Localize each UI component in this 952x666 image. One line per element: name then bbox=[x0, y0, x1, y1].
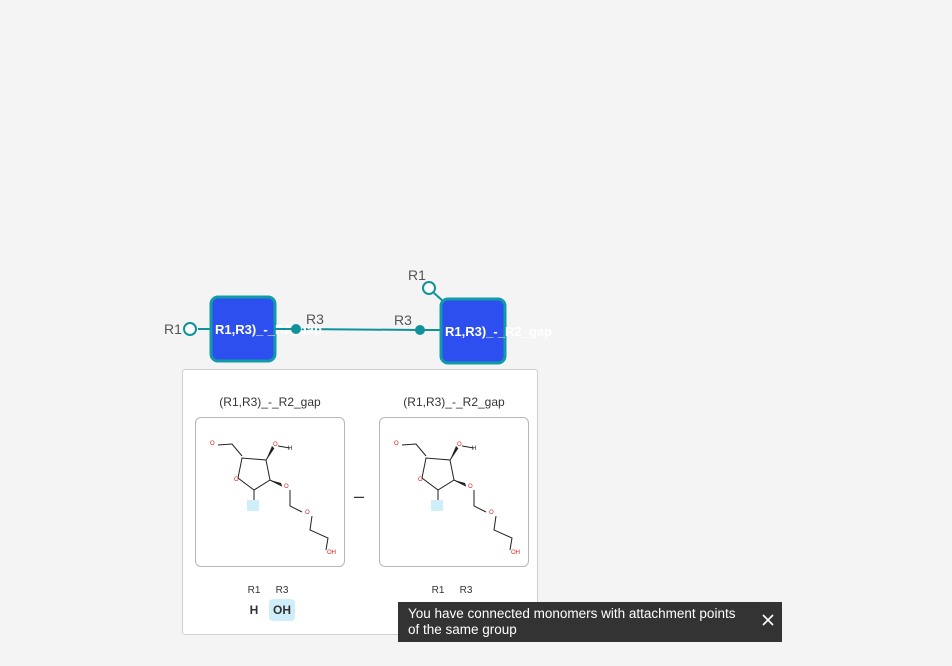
chemical-structure-icon: O O O O O OH H bbox=[394, 441, 520, 556]
monomer-structure: O O O O O OH H bbox=[195, 417, 345, 567]
attachment-name: R3 bbox=[275, 585, 289, 596]
attachment-name: R1 bbox=[431, 585, 445, 596]
close-icon[interactable] bbox=[760, 612, 776, 628]
monomer-title: (R1,R3)_-_R2_gap bbox=[403, 395, 505, 409]
atom-label: O bbox=[210, 441, 215, 447]
monomer-2[interactable]: R1 R3 R1,R3)_-_R2_gap bbox=[394, 267, 552, 365]
atom-label: O bbox=[234, 477, 239, 483]
bond[interactable] bbox=[295, 328, 421, 331]
attachment-point-r1-free[interactable] bbox=[183, 322, 197, 336]
attachment-value-highlighted: OH bbox=[269, 599, 295, 621]
attachment-value: H bbox=[249, 603, 259, 617]
attachment-point-r1-free[interactable] bbox=[422, 281, 436, 295]
atom-label: O bbox=[394, 441, 399, 447]
atom-label: H bbox=[288, 446, 292, 452]
atom-label: OH bbox=[327, 550, 336, 556]
monomer-label: R1,R3)_-_R2_gap bbox=[445, 324, 552, 339]
monomer-structure: O O O O O OH H bbox=[379, 417, 529, 567]
atom-label: O bbox=[418, 477, 423, 483]
attachment-name: R1 bbox=[247, 585, 261, 596]
attachment-label-r1: R1 bbox=[164, 321, 182, 337]
atom-label: H bbox=[472, 446, 476, 452]
monomer-square[interactable] bbox=[439, 297, 507, 365]
bond-details-popup: (R1,R3)_-_R2_gap O O O O O OH bbox=[182, 369, 538, 635]
monomer-1[interactable]: R1 R1,R3)_-_R2_gap R3 bbox=[164, 295, 324, 363]
atom-label: OH bbox=[511, 550, 520, 556]
bond-label-r3: R3 bbox=[394, 312, 412, 328]
atom-label: O bbox=[273, 442, 278, 448]
attachment-point-r3-connected[interactable] bbox=[291, 324, 301, 334]
attachment-point-r3-connected[interactable] bbox=[415, 325, 425, 335]
atom-label: O bbox=[468, 484, 473, 490]
bond-label-r3: R3 bbox=[306, 311, 324, 327]
attachment-name: R3 bbox=[459, 585, 473, 596]
warning-toast: You have connected monomers with attachm… bbox=[398, 602, 782, 642]
atom-label: O bbox=[489, 510, 494, 516]
bond-separator: – bbox=[354, 486, 365, 506]
toast-message: You have connected monomers with attachm… bbox=[408, 606, 736, 637]
atom-label: O bbox=[305, 510, 310, 516]
monomer-title: (R1,R3)_-_R2_gap bbox=[219, 395, 321, 409]
atom-label: O bbox=[457, 442, 462, 448]
attachment-label-r1: R1 bbox=[408, 267, 426, 283]
chemical-structure-icon: O O O O O OH H bbox=[210, 441, 336, 556]
atom-label: O bbox=[284, 484, 289, 490]
